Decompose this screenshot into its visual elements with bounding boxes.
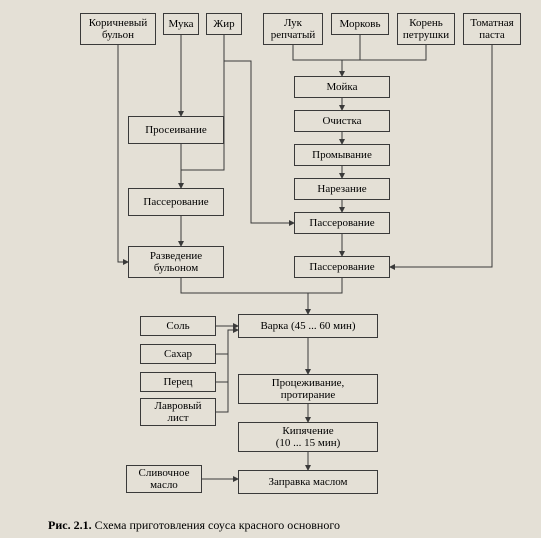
node-label: Кореньпетрушки <box>403 17 449 41</box>
node-label: Процеживание,протирание <box>272 377 345 401</box>
node-rinse: Промывание <box>294 144 390 166</box>
node-label: Перец <box>163 376 192 388</box>
node-label: Пассерование <box>143 196 208 208</box>
node-label: Сливочноемасло <box>139 467 190 491</box>
node-dress: Заправка маслом <box>238 470 378 494</box>
node-saute2: Пассерование <box>294 212 390 234</box>
node-dilute: Разведениебульоном <box>128 246 224 278</box>
edge-layer <box>0 0 541 538</box>
node-cook: Варка (45 ... 60 мин) <box>238 314 378 338</box>
node-boil: Кипячение(10 ... 15 мин) <box>238 422 378 452</box>
node-flour: Мука <box>163 13 199 35</box>
node-label: Разведениебульоном <box>150 250 202 274</box>
node-parsley: Кореньпетрушки <box>397 13 455 45</box>
edge-fat-saute1 <box>181 35 224 170</box>
edge-carrot-wash <box>342 35 360 60</box>
edge-sugar-cook <box>216 330 238 354</box>
node-label: Коричневыйбульон <box>89 17 147 41</box>
node-fat: Жир <box>206 13 242 35</box>
caption-prefix: Рис. 2.1. <box>48 518 92 532</box>
edge-fat-saute2 <box>224 35 294 223</box>
node-label: Промывание <box>312 149 372 161</box>
node-label: Лавровыйлист <box>154 400 201 424</box>
node-label: Жир <box>213 18 234 30</box>
node-pepper: Перец <box>140 372 216 392</box>
node-cut: Нарезание <box>294 178 390 200</box>
node-broth: Коричневыйбульон <box>80 13 156 45</box>
node-carrot: Морковь <box>331 13 389 35</box>
edge-parsley-wash <box>342 45 426 60</box>
node-butter: Сливочноемасло <box>126 465 202 493</box>
node-label: Пассерование <box>309 217 374 229</box>
node-sift: Просеивание <box>128 116 224 144</box>
edge-broth-dilute <box>118 45 128 262</box>
node-label: Очистка <box>322 115 361 127</box>
node-label: Сахар <box>164 348 192 360</box>
node-label: Кипячение(10 ... 15 мин) <box>276 425 341 449</box>
edge-bay-cook <box>216 330 228 412</box>
node-label: Варка (45 ... 60 мин) <box>260 320 355 332</box>
node-label: Заправка маслом <box>269 476 348 488</box>
node-peel: Очистка <box>294 110 390 132</box>
caption-text: Схема приготовления соуса красного основ… <box>95 518 340 532</box>
edge-dilute-cook <box>181 278 308 293</box>
figure-caption: Рис. 2.1. Схема приготовления соуса крас… <box>48 518 340 533</box>
node-tomato: Томатнаяпаста <box>463 13 521 45</box>
node-label: Пассерование <box>309 261 374 273</box>
node-wash: Мойка <box>294 76 390 98</box>
edge-pepper-cook <box>216 330 228 382</box>
edge-onion-wash <box>293 45 342 60</box>
node-bay: Лавровыйлист <box>140 398 216 426</box>
node-sugar: Сахар <box>140 344 216 364</box>
edge-saute3-cook <box>308 278 342 293</box>
node-saute3: Пассерование <box>294 256 390 278</box>
node-label: Мойка <box>327 81 358 93</box>
node-salt: Соль <box>140 316 216 336</box>
node-label: Мука <box>168 18 193 30</box>
node-label: Просеивание <box>145 124 207 136</box>
node-label: Соль <box>166 320 189 332</box>
node-label: Лукрепчатый <box>271 17 315 41</box>
node-strain: Процеживание,протирание <box>238 374 378 404</box>
edge-tomato-saute3 <box>390 45 492 267</box>
node-label: Томатнаяпаста <box>470 17 513 41</box>
node-onion: Лукрепчатый <box>263 13 323 45</box>
node-label: Нарезание <box>317 183 366 195</box>
node-label: Морковь <box>339 18 380 30</box>
node-saute1: Пассерование <box>128 188 224 216</box>
